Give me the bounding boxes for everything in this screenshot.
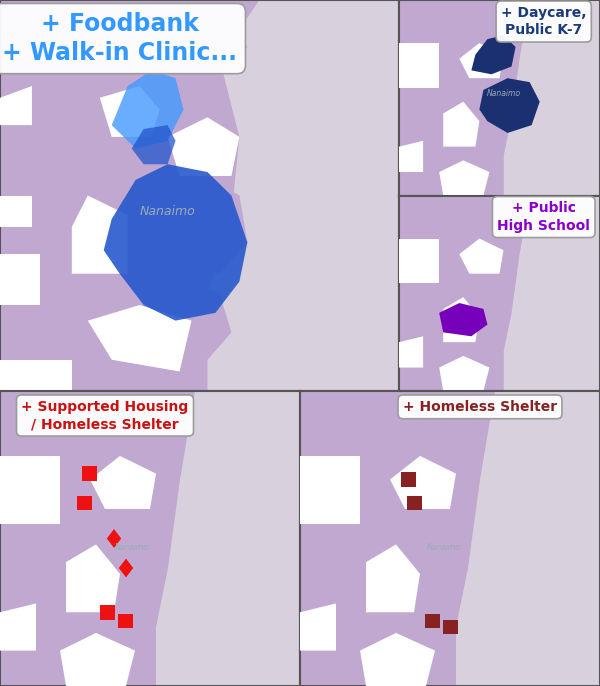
Polygon shape (0, 86, 32, 125)
Polygon shape (399, 4, 515, 196)
Bar (82, 466, 97, 481)
Polygon shape (390, 456, 456, 509)
Polygon shape (131, 125, 176, 164)
Polygon shape (208, 0, 399, 391)
Polygon shape (0, 305, 80, 391)
Polygon shape (0, 359, 72, 391)
Polygon shape (107, 529, 121, 548)
Bar (401, 472, 415, 487)
Polygon shape (100, 86, 160, 137)
Polygon shape (72, 305, 179, 391)
Polygon shape (167, 117, 239, 176)
Text: + Foodbank
+ Walk-in Clinic...: + Foodbank + Walk-in Clinic... (2, 12, 237, 65)
Polygon shape (0, 59, 160, 137)
Text: + Daycare,
Public K-7: + Daycare, Public K-7 (501, 6, 586, 37)
Text: Nanaimo: Nanaimo (115, 543, 149, 552)
Bar (118, 614, 133, 628)
Polygon shape (0, 8, 247, 78)
Polygon shape (460, 239, 503, 274)
Polygon shape (443, 102, 479, 147)
Bar (443, 619, 458, 635)
Polygon shape (90, 456, 156, 509)
Polygon shape (112, 71, 184, 149)
Polygon shape (399, 141, 423, 172)
Bar (100, 605, 115, 619)
Polygon shape (104, 164, 247, 320)
Polygon shape (66, 545, 120, 612)
Polygon shape (439, 356, 490, 391)
Polygon shape (366, 545, 420, 612)
Polygon shape (0, 255, 40, 305)
Polygon shape (0, 188, 152, 305)
Bar (407, 496, 421, 510)
Polygon shape (0, 397, 174, 686)
Polygon shape (300, 397, 474, 686)
Polygon shape (300, 604, 336, 650)
Polygon shape (399, 43, 439, 88)
Polygon shape (439, 161, 490, 196)
Polygon shape (399, 239, 439, 283)
Polygon shape (0, 196, 32, 227)
Polygon shape (156, 391, 300, 686)
Polygon shape (460, 43, 503, 78)
Polygon shape (479, 78, 540, 133)
Bar (425, 614, 439, 628)
Polygon shape (443, 297, 479, 342)
Polygon shape (472, 35, 515, 74)
Polygon shape (0, 117, 88, 203)
Polygon shape (0, 456, 60, 524)
Polygon shape (456, 391, 600, 686)
Polygon shape (0, 604, 36, 650)
Polygon shape (60, 633, 135, 686)
Polygon shape (439, 303, 487, 336)
Text: + Supported Housing
/ Homeless Shelter: + Supported Housing / Homeless Shelter (22, 400, 188, 431)
Polygon shape (399, 200, 515, 391)
Polygon shape (152, 281, 232, 359)
Text: + Homeless Shelter: + Homeless Shelter (403, 400, 557, 414)
Polygon shape (399, 336, 423, 368)
Text: Nanaimo: Nanaimo (427, 543, 461, 552)
Polygon shape (503, 196, 600, 391)
Polygon shape (88, 305, 191, 372)
Bar (77, 496, 91, 510)
Text: + Public
High School: + Public High School (497, 202, 590, 233)
Polygon shape (503, 0, 600, 196)
Polygon shape (119, 558, 133, 578)
Polygon shape (360, 633, 435, 686)
Polygon shape (152, 176, 247, 274)
Text: Nanaimo: Nanaimo (487, 89, 521, 98)
Polygon shape (300, 456, 360, 524)
Text: Nanaimo: Nanaimo (140, 204, 196, 217)
Polygon shape (72, 196, 128, 274)
